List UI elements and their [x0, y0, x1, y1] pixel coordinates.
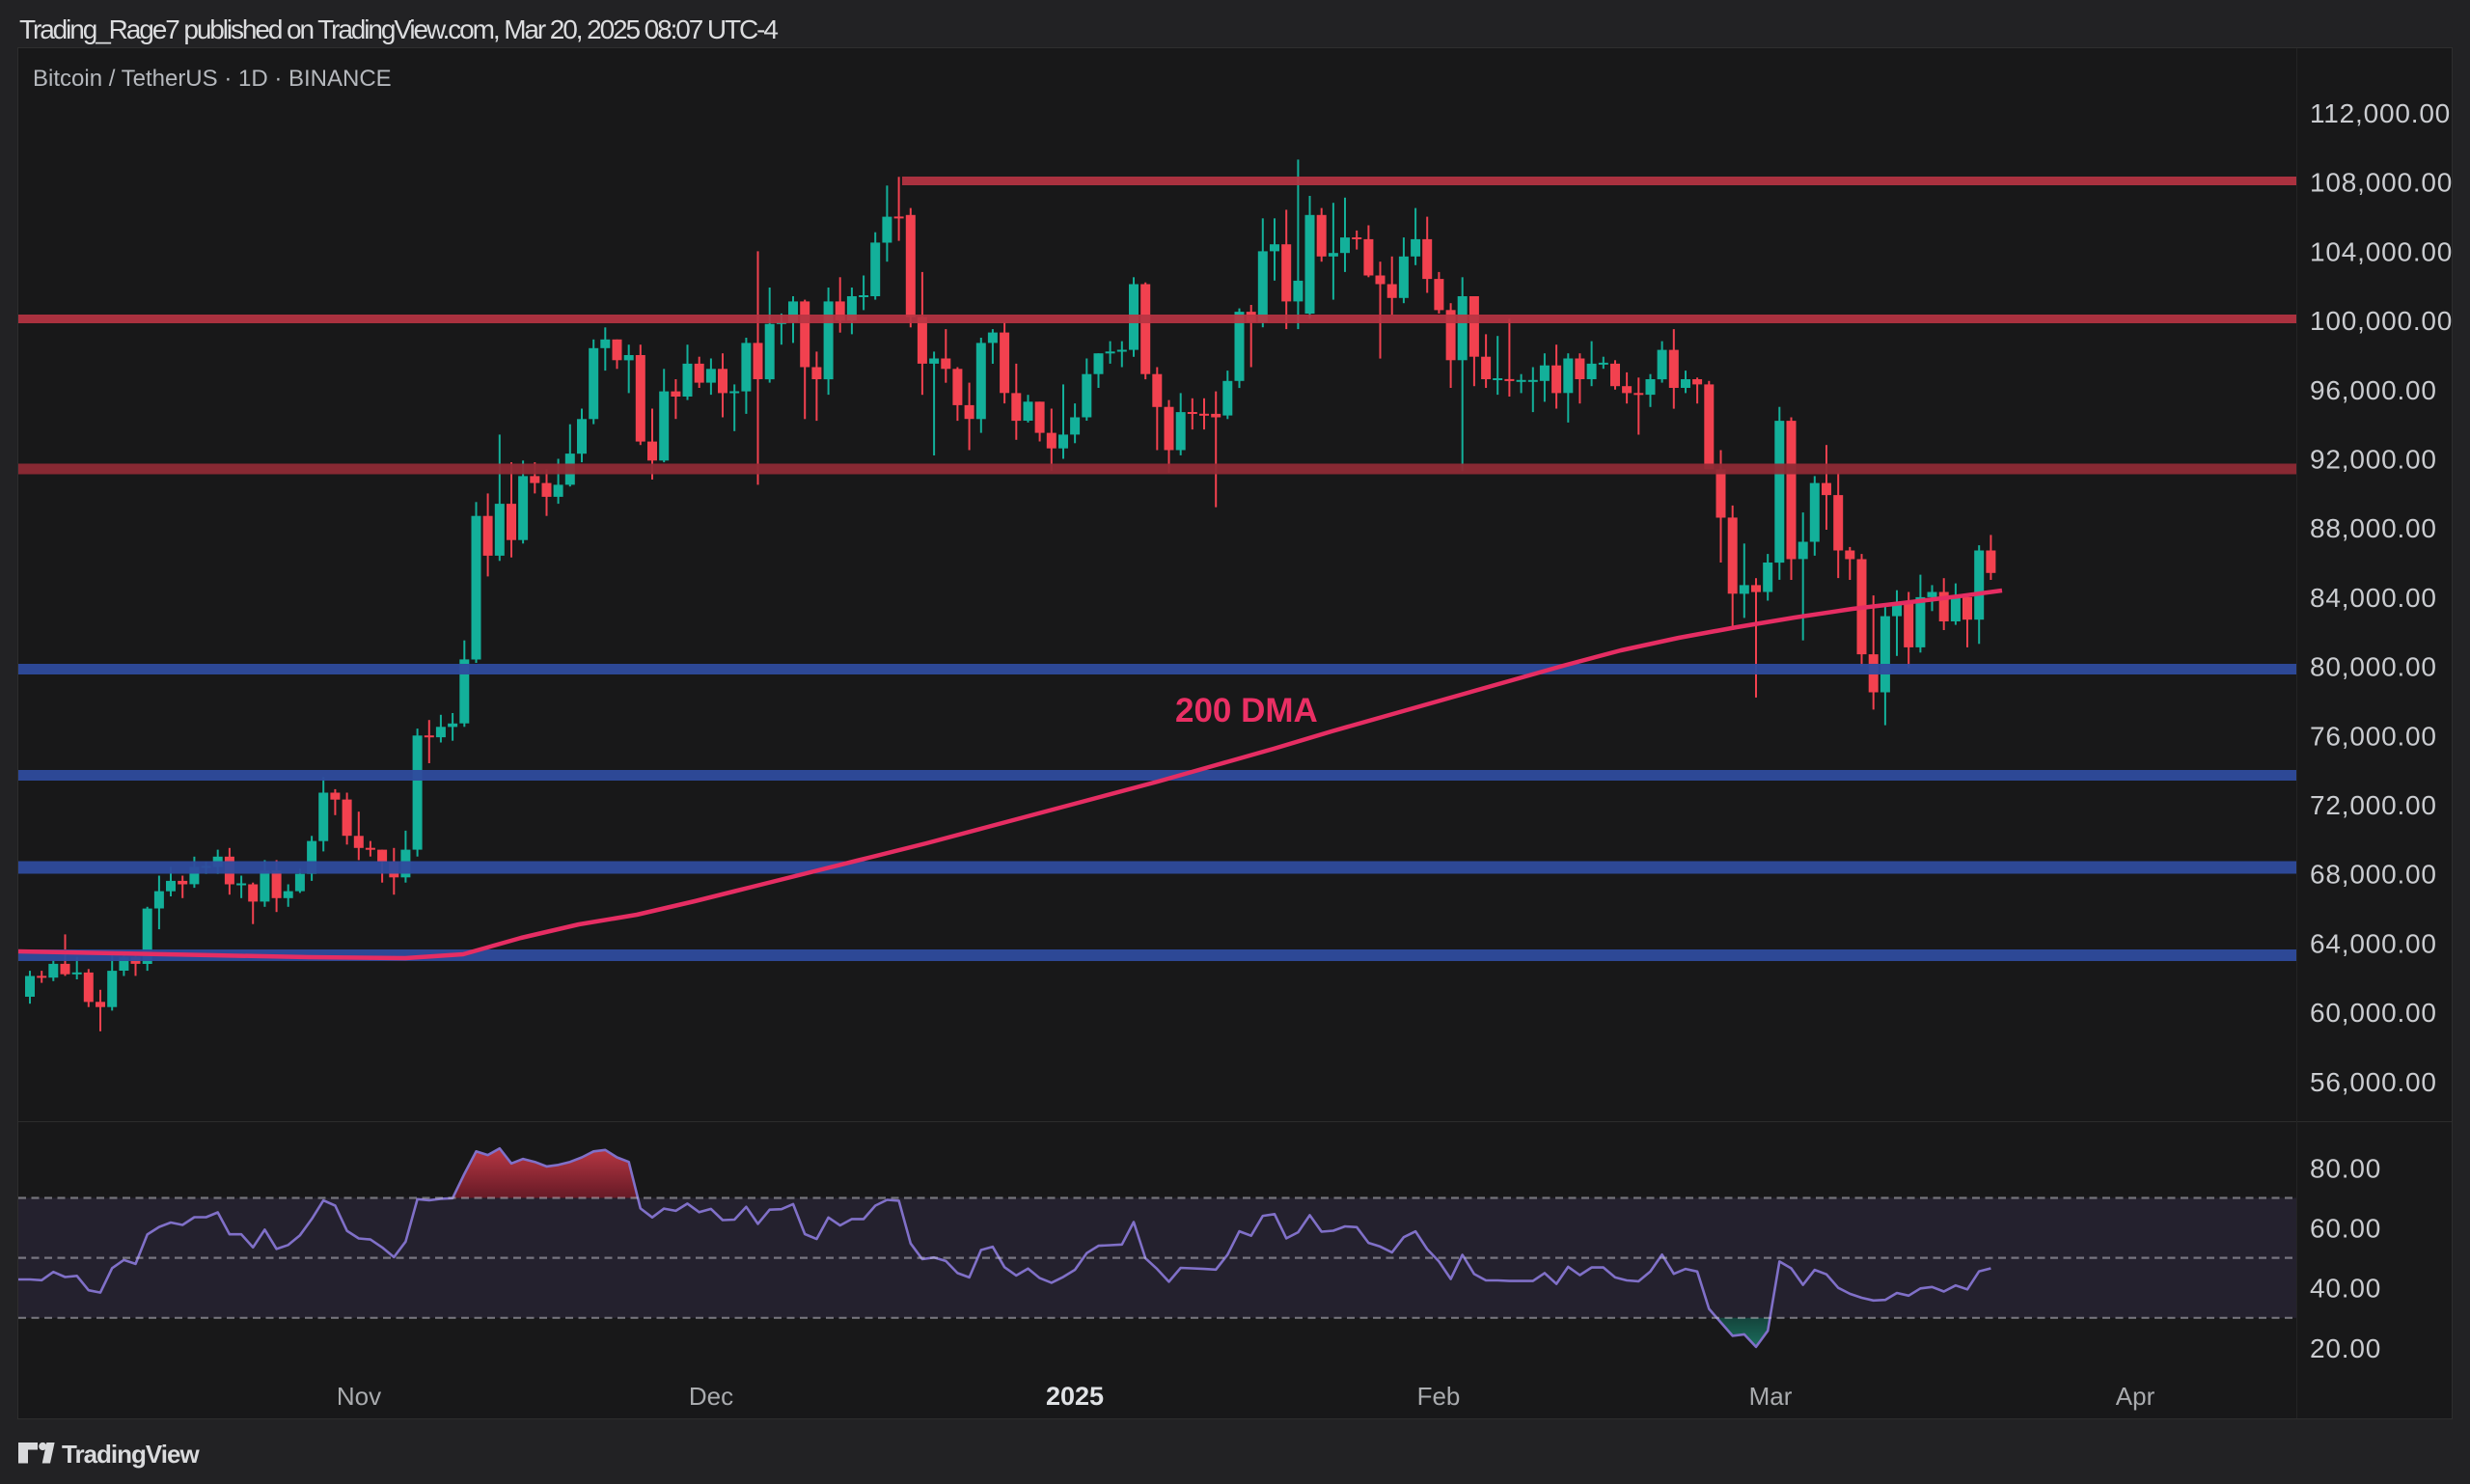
svg-text:108,000.00: 108,000.00: [2310, 168, 2453, 198]
svg-text:Trading_Rage7 published on Tra: Trading_Rage7 published on TradingView.c…: [19, 14, 778, 44]
svg-text:100,000.00: 100,000.00: [2310, 306, 2453, 336]
svg-text:96,000.00: 96,000.00: [2310, 375, 2437, 405]
svg-text:2025: 2025: [1046, 1382, 1104, 1411]
svg-text:Feb: Feb: [1417, 1382, 1461, 1411]
svg-text:200 DMA: 200 DMA: [1175, 692, 1318, 729]
svg-text:64,000.00: 64,000.00: [2310, 928, 2437, 958]
svg-text:40.00: 40.00: [2310, 1274, 2381, 1304]
svg-text:20.00: 20.00: [2310, 1333, 2381, 1363]
svg-text:92,000.00: 92,000.00: [2310, 445, 2437, 475]
svg-text:104,000.00: 104,000.00: [2310, 236, 2453, 266]
svg-text:Dec: Dec: [689, 1382, 733, 1411]
svg-text:Nov: Nov: [337, 1382, 381, 1411]
svg-text:60.00: 60.00: [2310, 1214, 2381, 1244]
svg-text:72,000.00: 72,000.00: [2310, 790, 2437, 820]
svg-text:56,000.00: 56,000.00: [2310, 1067, 2437, 1097]
svg-text:Bitcoin / TetherUS · 1D · BINA: Bitcoin / TetherUS · 1D · BINANCE: [33, 66, 392, 92]
svg-text:112,000.00: 112,000.00: [2310, 98, 2451, 128]
svg-text:84,000.00: 84,000.00: [2310, 583, 2437, 613]
svg-text:80.00: 80.00: [2310, 1153, 2381, 1183]
svg-text:60,000.00: 60,000.00: [2310, 998, 2437, 1028]
svg-text:68,000.00: 68,000.00: [2310, 860, 2437, 890]
svg-text:TradingView: TradingView: [62, 1440, 200, 1469]
svg-text:Apr: Apr: [2116, 1382, 2155, 1411]
svg-text:Mar: Mar: [1749, 1382, 1793, 1411]
svg-text:76,000.00: 76,000.00: [2310, 721, 2437, 751]
svg-text:80,000.00: 80,000.00: [2310, 652, 2437, 682]
svg-text:88,000.00: 88,000.00: [2310, 513, 2437, 543]
